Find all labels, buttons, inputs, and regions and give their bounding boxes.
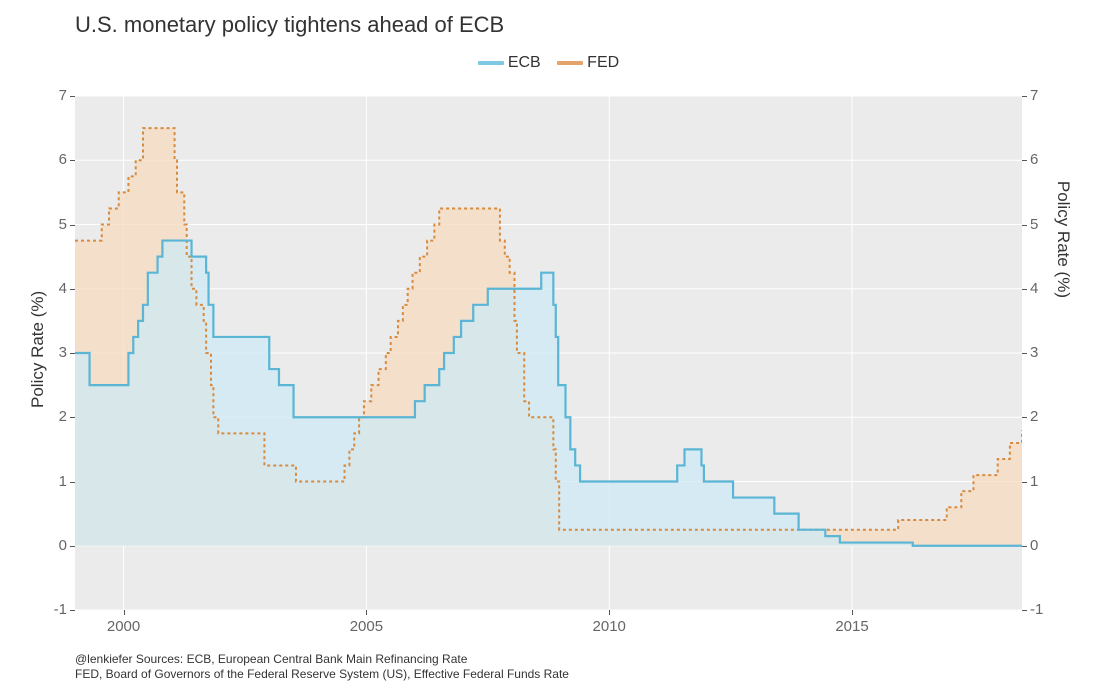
legend-swatch-ecb [478,61,504,65]
y-axis-label-left: Policy Rate (%) [28,291,48,408]
y-tick-label-right: 3 [1030,344,1038,361]
plot-svg [75,96,1022,610]
y-tick-label-right: 0 [1030,537,1038,554]
y-tick-label-right: -1 [1030,601,1043,618]
y-tick-label-left: 0 [59,537,67,554]
caption: @lenkiefer Sources: ECB, European Centra… [75,652,569,682]
x-tick-label: 2010 [589,618,629,635]
legend-item-fed: FED [557,54,619,72]
y-tick-label-right: 2 [1030,408,1038,425]
y-tick-label-right: 1 [1030,473,1038,490]
caption-line-1: @lenkiefer Sources: ECB, European Centra… [75,652,569,667]
y-tick-label-left: 6 [59,151,67,168]
chart-container: U.S. monetary policy tightens ahead of E… [0,0,1097,693]
legend-item-ecb: ECB [478,54,541,72]
y-tick-label-left: 3 [59,344,67,361]
y-tick-label-right: 4 [1030,280,1038,297]
y-tick-label-left: 5 [59,216,67,233]
y-axis-label-right: Policy Rate (%) [1053,181,1073,298]
x-tick-label: 2005 [346,618,386,635]
caption-line-2: FED, Board of Governors of the Federal R… [75,667,569,682]
y-tick-label-left: 4 [59,280,67,297]
y-tick-label-right: 6 [1030,151,1038,168]
y-tick-label-left: 7 [59,87,67,104]
y-tick-label-left: -1 [54,601,67,618]
y-tick-label-right: 7 [1030,87,1038,104]
legend-label-fed: FED [587,54,619,72]
x-tick-label: 2015 [832,618,872,635]
y-tick-label-left: 1 [59,473,67,490]
legend-label-ecb: ECB [508,54,541,72]
x-tick-label: 2000 [104,618,144,635]
plot-area [75,96,1022,610]
legend: ECB FED [0,52,1097,72]
y-tick-label-left: 2 [59,408,67,425]
legend-swatch-fed [557,61,583,65]
y-tick-label-right: 5 [1030,216,1038,233]
chart-title: U.S. monetary policy tightens ahead of E… [75,12,504,38]
